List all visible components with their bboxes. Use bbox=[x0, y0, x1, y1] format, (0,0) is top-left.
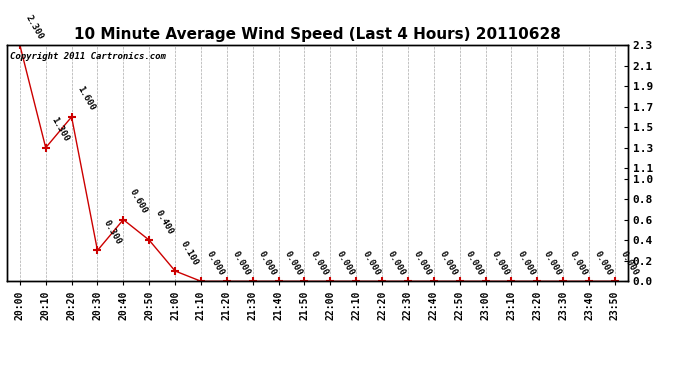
Text: 0.600: 0.600 bbox=[128, 188, 149, 216]
Text: 0.100: 0.100 bbox=[179, 239, 201, 267]
Text: 0.000: 0.000 bbox=[438, 249, 460, 277]
Text: 0.000: 0.000 bbox=[542, 249, 563, 277]
Text: 0.000: 0.000 bbox=[360, 249, 382, 277]
Text: 0.000: 0.000 bbox=[490, 249, 511, 277]
Text: 0.000: 0.000 bbox=[257, 249, 278, 277]
Text: Copyright 2011 Cartronics.com: Copyright 2011 Cartronics.com bbox=[10, 52, 166, 61]
Title: 10 Minute Average Wind Speed (Last 4 Hours) 20110628: 10 Minute Average Wind Speed (Last 4 Hou… bbox=[74, 27, 561, 42]
Text: 0.000: 0.000 bbox=[283, 249, 304, 277]
Text: 0.400: 0.400 bbox=[153, 208, 175, 236]
Text: 0.000: 0.000 bbox=[464, 249, 485, 277]
Text: 0.000: 0.000 bbox=[205, 249, 226, 277]
Text: 0.000: 0.000 bbox=[308, 249, 330, 277]
Text: 0.300: 0.300 bbox=[101, 219, 123, 246]
Text: 0.000: 0.000 bbox=[515, 249, 537, 277]
Text: 1.600: 1.600 bbox=[76, 85, 97, 113]
Text: 0.000: 0.000 bbox=[231, 249, 253, 277]
Text: 1.300: 1.300 bbox=[50, 116, 71, 144]
Text: 0.000: 0.000 bbox=[619, 249, 640, 277]
Text: 0.000: 0.000 bbox=[412, 249, 433, 277]
Text: 2.300: 2.300 bbox=[24, 13, 46, 41]
Text: 0.000: 0.000 bbox=[386, 249, 408, 277]
Text: 0.000: 0.000 bbox=[593, 249, 615, 277]
Text: 0.000: 0.000 bbox=[335, 249, 356, 277]
Text: 0.000: 0.000 bbox=[567, 249, 589, 277]
